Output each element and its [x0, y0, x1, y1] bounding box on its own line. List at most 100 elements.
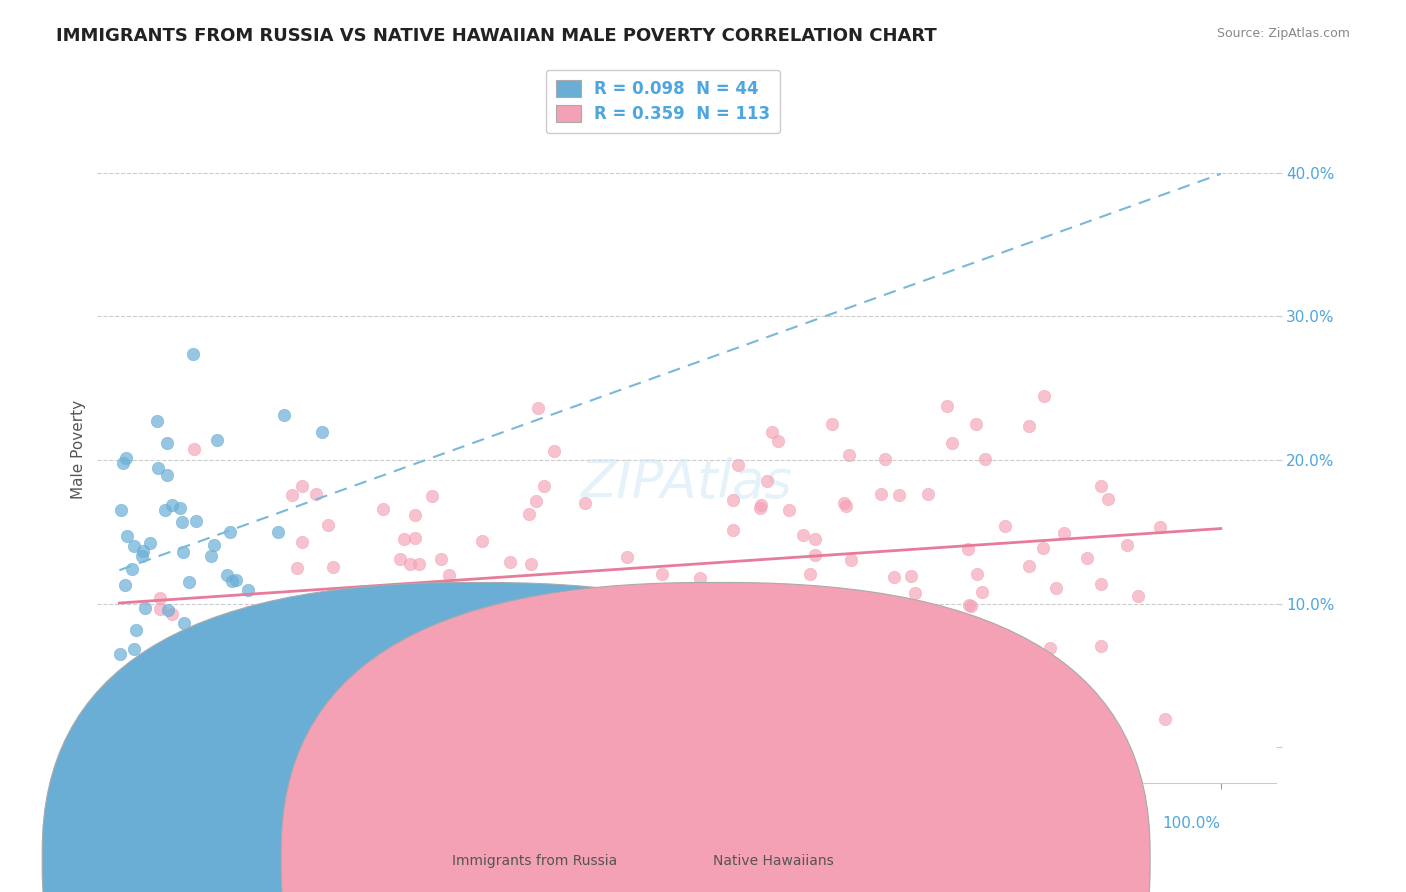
Point	[148, 712, 170, 726]
Point	[242, 712, 264, 726]
Point	[727, 458, 749, 472]
Point	[450, 670, 472, 684]
Point	[579, 596, 602, 610]
Point	[1018, 559, 1040, 574]
Point	[839, 553, 862, 567]
Point	[236, 583, 259, 598]
Point	[280, 488, 302, 502]
Point	[1076, 551, 1098, 566]
Point	[191, 642, 214, 657]
Point	[689, 571, 711, 585]
Point	[558, 712, 581, 726]
Point	[174, 685, 197, 699]
Text: ZIPAtlas: ZIPAtlas	[581, 457, 793, 508]
Point	[657, 712, 679, 726]
Point	[420, 489, 443, 503]
Point	[291, 479, 314, 493]
Point	[543, 443, 565, 458]
Point	[1149, 520, 1171, 534]
Point	[575, 712, 598, 726]
Point	[1053, 525, 1076, 540]
Point	[322, 559, 344, 574]
Point	[160, 698, 183, 712]
Point	[184, 514, 207, 528]
Point	[1115, 538, 1137, 552]
Point	[638, 688, 661, 702]
Point	[311, 425, 333, 439]
Point	[761, 425, 783, 439]
Point	[287, 561, 309, 575]
Point	[935, 399, 957, 413]
Point	[122, 539, 145, 553]
Point	[172, 544, 194, 558]
Point	[766, 434, 789, 449]
Point	[111, 456, 134, 470]
Point	[202, 538, 225, 552]
Point	[273, 408, 295, 422]
Point	[883, 570, 905, 584]
Text: 0.0%: 0.0%	[103, 816, 142, 831]
Point	[966, 566, 988, 581]
Point	[139, 536, 162, 550]
Point	[1126, 589, 1149, 603]
Point	[226, 678, 249, 692]
Point	[132, 543, 155, 558]
Point	[1090, 640, 1112, 654]
Point	[749, 498, 772, 512]
Point	[956, 542, 979, 557]
Point	[221, 574, 243, 589]
Point	[1154, 712, 1177, 726]
Point	[803, 532, 825, 546]
Point	[960, 599, 983, 613]
Point	[574, 496, 596, 510]
Point	[661, 622, 683, 636]
Point	[803, 549, 825, 563]
Point	[520, 558, 543, 572]
Point	[856, 605, 879, 619]
Point	[183, 346, 205, 360]
Point	[318, 517, 340, 532]
Point	[238, 712, 260, 726]
Point	[173, 615, 195, 630]
Point	[889, 488, 911, 502]
Point	[679, 632, 702, 646]
Point	[437, 568, 460, 582]
Point	[1039, 640, 1062, 655]
Point	[118, 698, 141, 712]
Point	[756, 474, 779, 488]
Y-axis label: Male Poverty: Male Poverty	[72, 400, 86, 499]
Text: 100.0%: 100.0%	[1163, 816, 1220, 831]
Point	[675, 699, 697, 714]
Point	[149, 591, 172, 606]
Point	[721, 492, 744, 507]
Point	[533, 478, 555, 492]
Point	[266, 524, 288, 539]
Point	[193, 647, 215, 661]
Point	[177, 575, 200, 590]
Point	[134, 600, 156, 615]
Point	[834, 499, 856, 513]
Point	[121, 562, 143, 576]
Point	[723, 523, 745, 537]
Point	[236, 605, 259, 619]
Point	[122, 642, 145, 657]
Point	[125, 624, 148, 638]
Point	[567, 712, 589, 726]
Point	[458, 625, 481, 640]
Point	[146, 414, 169, 428]
Point	[1033, 389, 1056, 403]
Point	[291, 535, 314, 549]
Point	[651, 566, 673, 581]
Point	[748, 501, 770, 516]
Point	[148, 698, 170, 713]
Point	[225, 573, 247, 587]
Point	[616, 549, 638, 564]
Point	[974, 452, 997, 467]
Point	[398, 558, 420, 572]
Point	[474, 608, 496, 623]
Point	[792, 528, 814, 542]
Point	[408, 557, 430, 571]
Point	[156, 436, 179, 450]
Point	[965, 417, 987, 432]
Point	[526, 494, 548, 508]
